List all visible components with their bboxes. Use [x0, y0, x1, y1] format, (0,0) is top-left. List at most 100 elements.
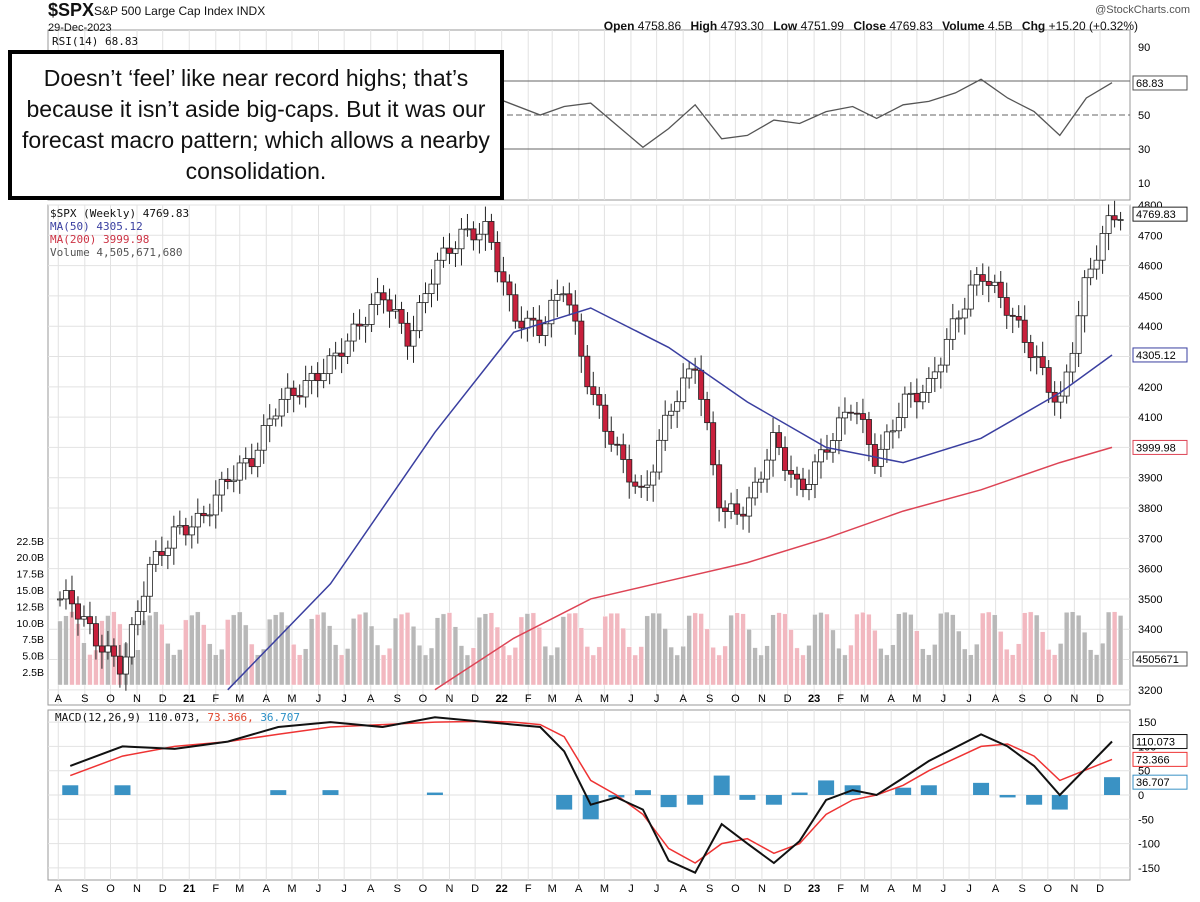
candle-body [794, 473, 801, 480]
volume-bar [386, 648, 393, 686]
volume-bar [1004, 649, 1010, 686]
x-tick-label: J [628, 693, 634, 705]
x-tick-label: 22 [496, 693, 508, 705]
x-tick-label: M [912, 693, 921, 705]
x-tick-label: D [471, 693, 479, 705]
macd-histogram-bar [818, 780, 835, 795]
candle-body [620, 444, 627, 460]
price-y-tick: 3200 [1138, 685, 1162, 697]
volume-bar [944, 611, 950, 686]
macd-x-tick-label: A [679, 883, 687, 895]
candle-body [476, 233, 483, 241]
candle-body [644, 484, 651, 488]
rsi-y-tick: 30 [1138, 144, 1150, 156]
candle-body [494, 241, 501, 273]
volume-bar [764, 645, 770, 686]
volume-bar [207, 643, 213, 686]
macd-x-tick-label: M [548, 883, 557, 895]
volume-bar [638, 646, 644, 686]
volume-bar [986, 611, 992, 686]
candle-body [1111, 215, 1118, 221]
candle-body [200, 512, 207, 517]
rsi-last-tag: 68.83 [1136, 78, 1164, 90]
candle-body [122, 656, 129, 675]
candle-body [841, 411, 848, 419]
volume-bar [692, 612, 698, 686]
volume-bar [1088, 649, 1094, 686]
macd-x-tick-label: A [992, 883, 1000, 895]
volume-bar [626, 646, 632, 686]
volume-bar [141, 620, 147, 686]
volume-bar [512, 647, 518, 686]
signal-last-tag-box [1132, 751, 1188, 767]
volume-bar [1028, 611, 1034, 686]
candle-body [758, 478, 765, 483]
candle-body [428, 283, 435, 295]
volume-bar [914, 630, 920, 686]
macd-histogram-bar [687, 795, 704, 805]
rsi-last-tag-box [1132, 75, 1188, 91]
volume-bar [428, 647, 435, 686]
macd-histogram-bar [114, 785, 131, 795]
volume-bar [494, 626, 501, 686]
volume-bar [524, 613, 530, 686]
candle-body [560, 293, 567, 296]
volume-bar [1076, 615, 1082, 686]
volume-bar [770, 614, 776, 686]
macd-x-tick-label: F [212, 883, 219, 895]
candle-body [1003, 297, 1010, 316]
volume-bar [632, 654, 638, 686]
candle-body [692, 368, 699, 371]
volume-bar [926, 654, 932, 686]
volume-bar [416, 645, 423, 686]
macd-x-tick-label: D [1096, 883, 1104, 895]
candle-body [176, 525, 183, 528]
volume-bar [542, 645, 548, 686]
macd-x-tick-label: S [1018, 883, 1025, 895]
volume-bar [818, 612, 824, 686]
volume-bar [806, 645, 812, 686]
candle-body [110, 645, 117, 657]
volume-bar [848, 644, 854, 686]
candle-body [1093, 259, 1100, 270]
annotation-callout: Doesn’t ‘feel’ like near record highs; t… [8, 50, 504, 200]
candle-body [62, 590, 69, 600]
x-tick-label: A [367, 693, 375, 705]
volume-bar [165, 643, 171, 686]
macd-histogram-bar [322, 790, 339, 795]
rsi-y-tick: 50 [1138, 110, 1150, 122]
stockcharts-brand[interactable]: @StockCharts.com [1095, 4, 1190, 16]
x-tick-label: J [341, 693, 347, 705]
x-tick-label: M [600, 693, 609, 705]
candle-body [1081, 277, 1088, 317]
x-tick-label: D [159, 693, 167, 705]
volume-bar [980, 612, 986, 686]
chg-value: +15.20 (+0.32%) [1048, 19, 1138, 33]
volume-bar [686, 615, 692, 686]
volume-bar [602, 616, 608, 686]
volume-axis-tick: 12.5B [17, 601, 44, 613]
candle-body [158, 551, 165, 556]
macd-x-tick-label: A [55, 883, 63, 895]
candle-body [296, 395, 303, 398]
candle-body [140, 595, 147, 612]
candle-body [752, 481, 759, 499]
candle-body [925, 377, 932, 393]
volume-bar [225, 619, 231, 686]
candle-body [919, 392, 926, 403]
volume-bar [476, 617, 483, 686]
candle-body [686, 368, 693, 379]
candle-body [967, 284, 974, 310]
volume-bar [674, 654, 680, 686]
candle-body [260, 425, 267, 451]
volume-bar [1082, 631, 1088, 686]
candle-body [847, 411, 854, 414]
x-tick-label: N [1070, 693, 1078, 705]
volume-bar [548, 654, 554, 686]
volume-bar [902, 612, 908, 686]
volume-bar [668, 646, 674, 686]
candle-body [470, 228, 477, 241]
volume-bar [890, 644, 896, 686]
candle-body [98, 645, 105, 653]
ma50-line [227, 307, 1113, 691]
